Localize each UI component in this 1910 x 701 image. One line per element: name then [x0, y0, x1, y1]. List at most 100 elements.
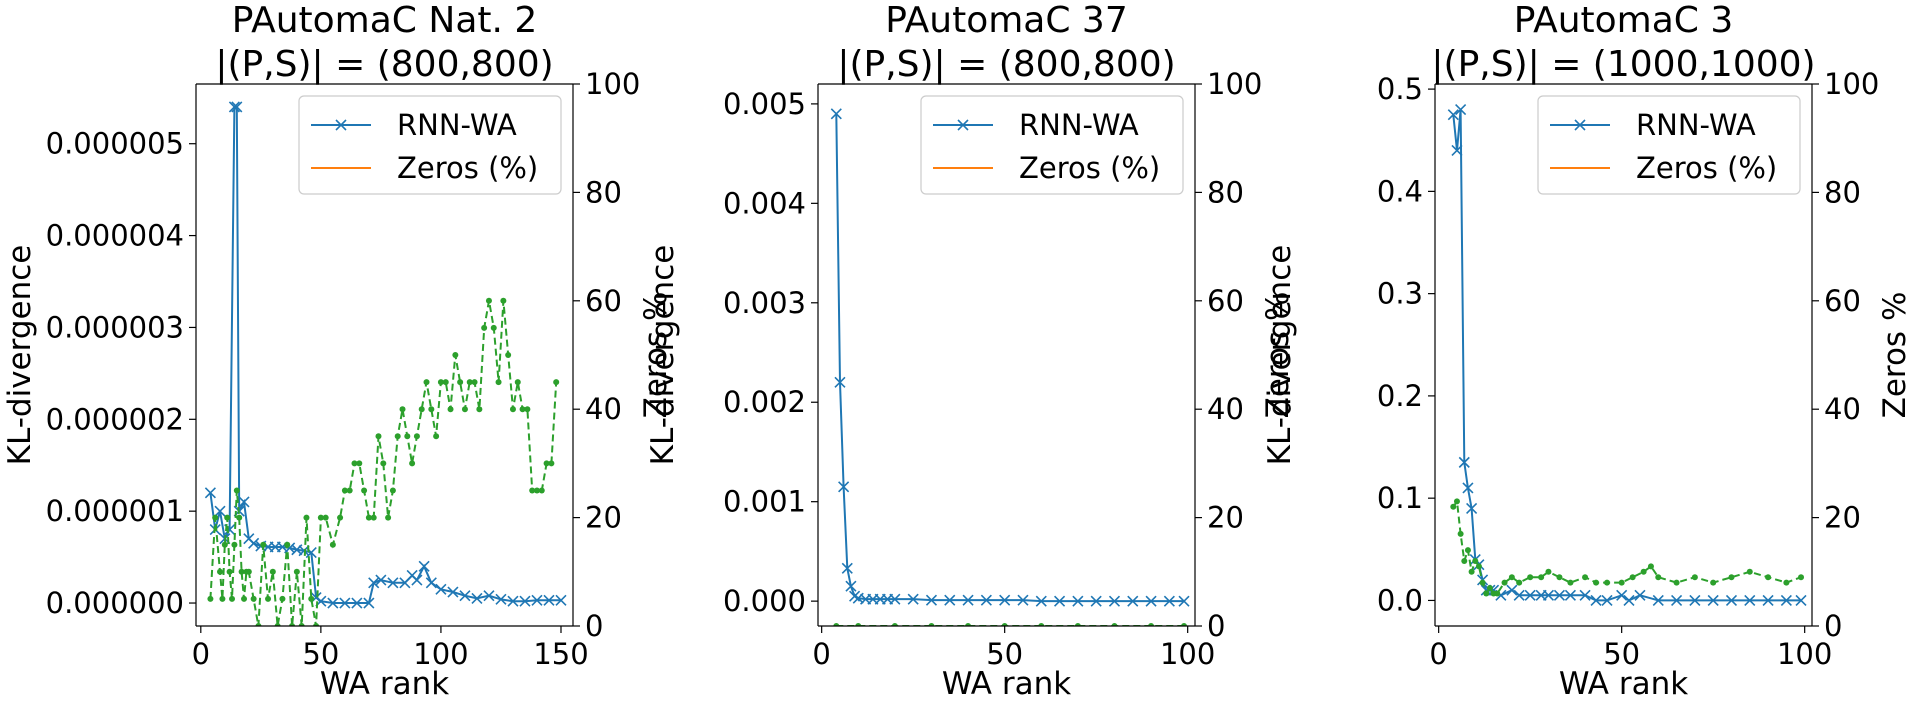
y2-axis-label: Zeros %	[1260, 292, 1296, 419]
data-point-dot-marker	[1450, 503, 1457, 510]
x-tick-label: 0	[1429, 637, 1447, 671]
data-point-x-marker	[1671, 594, 1683, 606]
x-tick-label: 50	[1603, 637, 1640, 671]
data-point-dot-marker	[1038, 623, 1045, 626]
data-point-dot-marker	[442, 379, 449, 386]
y-tick-label: 0.5	[1377, 72, 1423, 106]
data-point-dot-marker	[229, 595, 236, 602]
data-point-dot-marker	[1074, 623, 1081, 626]
data-point-x-marker	[214, 505, 226, 517]
data-point-x-marker	[1725, 594, 1738, 606]
data-point-dot-marker	[274, 623, 281, 626]
data-point-x-marker	[1744, 594, 1756, 606]
data-point-dot-marker	[317, 514, 324, 521]
data-point-x-marker	[962, 594, 974, 606]
data-point-x-marker	[495, 593, 507, 605]
y2-tick-label: 0	[1824, 609, 1842, 643]
data-point-dot-marker	[207, 595, 214, 602]
data-point-x-marker	[375, 574, 387, 586]
chart-panel-3: PAutomaC 3|(P,S)| = (1000,1000) 0 50 100 0.0…	[1262, 0, 1910, 701]
data-point-dot-marker	[1556, 574, 1563, 581]
data-point-dot-marker	[399, 406, 406, 413]
data-point-dot-marker	[1181, 623, 1188, 626]
data-point-dot-marker	[356, 460, 363, 467]
data-point-dot-marker	[1655, 574, 1662, 581]
series-line	[835, 113, 1184, 603]
y-tick-label: 0.0	[1377, 583, 1423, 617]
data-point-x-marker	[459, 590, 471, 602]
y-tick-label: 0.002	[723, 385, 806, 419]
data-point-dot-marker	[308, 595, 315, 602]
x-tick-label: 100	[413, 637, 468, 671]
data-point-dot-marker	[1508, 574, 1515, 581]
data-point-x-marker	[1466, 502, 1478, 514]
y2-tick-label: 20	[1207, 501, 1244, 535]
data-point-dot-marker	[1647, 563, 1654, 570]
data-point-dot-marker	[1629, 574, 1636, 581]
data-point-x-marker	[555, 594, 567, 606]
y2-tick-label: 100	[585, 67, 640, 101]
data-point-x-marker	[1035, 595, 1047, 607]
data-point-dot-marker	[1604, 579, 1611, 586]
legend-label-2: Zeros (%)	[1636, 151, 1777, 185]
data-point-dot-marker	[457, 379, 464, 386]
chart-subtitle: |(P,S)| = (1000,1000)	[1431, 44, 1815, 85]
data-point-x-marker	[483, 590, 495, 602]
chart-subtitle: |(P,S)| = (800,800)	[837, 44, 1175, 85]
y-tick-label: 0.000002	[46, 402, 184, 436]
y2-tick-label: 60	[1207, 284, 1244, 318]
x-tick-label: 0	[812, 637, 830, 671]
data-point-x-marker	[1455, 104, 1467, 116]
data-point-x-marker	[339, 597, 351, 609]
series-green-dashed	[1450, 498, 1805, 597]
data-point-x-marker	[889, 593, 901, 605]
y2-tick-label: 60	[585, 284, 622, 318]
data-point-dot-marker	[279, 595, 286, 602]
data-point-dot-marker	[495, 379, 502, 386]
data-point-x-marker	[1090, 595, 1102, 607]
y2-tick-label: 0	[1207, 609, 1225, 643]
y-tick-label: 0.003	[723, 286, 806, 320]
data-point-x-marker	[1590, 594, 1602, 606]
data-point-dot-marker	[481, 324, 488, 331]
data-point-dot-marker	[500, 297, 507, 304]
y-tick-label: 0.3	[1377, 277, 1423, 311]
data-point-dot-marker	[1783, 579, 1790, 586]
data-point-dot-marker	[219, 595, 226, 602]
data-point-dot-marker	[212, 514, 219, 521]
data-point-dot-marker	[394, 433, 401, 440]
y2-tick-label: 80	[1824, 175, 1861, 209]
data-point-dot-marker	[1453, 498, 1460, 505]
data-point-dot-marker	[548, 460, 555, 467]
legend-label-1: RNN-WA	[1636, 108, 1756, 142]
x-tick-label: 0	[192, 637, 210, 671]
data-point-dot-marker	[1461, 557, 1468, 564]
data-point-dot-marker	[365, 514, 372, 521]
y-tick-label: 0.000003	[46, 310, 184, 344]
data-point-x-marker	[471, 592, 483, 605]
data-point-dot-marker	[1640, 568, 1647, 575]
data-point-dot-marker	[428, 406, 435, 413]
data-point-x-marker	[1054, 595, 1066, 607]
data-point-x-marker	[519, 595, 531, 607]
data-point-x-marker	[1462, 482, 1474, 494]
data-point-dot-marker	[1148, 623, 1155, 626]
data-point-x-marker	[925, 594, 938, 606]
data-point-dot-marker	[1691, 574, 1698, 581]
data-point-x-marker	[1601, 594, 1613, 606]
data-point-x-marker	[1017, 594, 1029, 606]
data-point-dot-marker	[413, 433, 420, 440]
data-point-x-marker	[834, 376, 846, 388]
data-point-x-marker	[1564, 589, 1576, 601]
data-point-x-marker	[1652, 594, 1664, 606]
y-axis-label: KL-divergence	[2, 245, 38, 466]
data-point-dot-marker	[538, 487, 545, 494]
data-point-dot-marker	[1567, 579, 1574, 586]
data-point-x-marker	[849, 590, 861, 602]
data-point-dot-marker	[533, 487, 540, 494]
y2-tick-label: 40	[1207, 392, 1244, 426]
data-point-x-marker	[1616, 589, 1628, 601]
data-point-dot-marker	[284, 541, 291, 548]
data-point-dot-marker	[231, 541, 238, 548]
legend-label-2: Zeros (%)	[397, 151, 538, 185]
